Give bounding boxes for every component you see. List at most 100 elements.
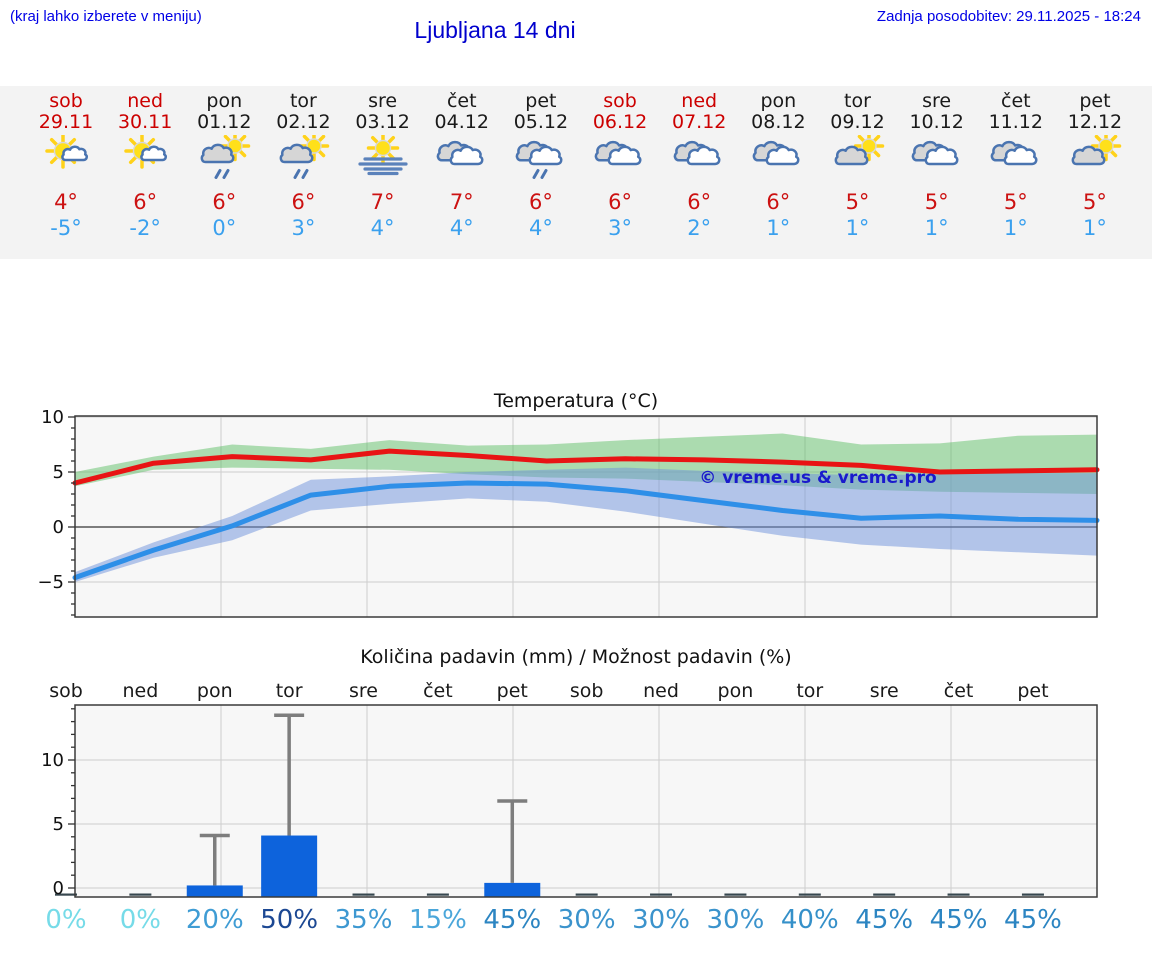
cloud-sun-icon	[818, 135, 898, 185]
temp-ytick-label: −5	[37, 572, 64, 593]
forecast-day-02.12: tor 02.12 6° 3°	[263, 86, 343, 240]
precip-zero-mark	[724, 893, 747, 896]
day-name: sob	[603, 90, 637, 112]
forecast-day-06.12: sob 06.12 6° 3°	[580, 86, 660, 240]
precip-zero-mark	[575, 893, 598, 896]
sun-cloud-rain-icon	[184, 135, 264, 185]
day-name: sob	[49, 90, 83, 112]
day-max-temp: 6°	[687, 190, 712, 214]
copyright-watermark: © vreme.us & vreme.pro	[699, 468, 937, 488]
day-date: 12.12	[1067, 111, 1123, 133]
forecast-day-09.12: tor 09.12 5° 1°	[818, 86, 898, 240]
day-name: sre	[922, 90, 952, 112]
day-date: 07.12	[671, 111, 727, 133]
max-temp-line	[72, 448, 1100, 486]
day-name: čet	[1001, 90, 1031, 112]
day-date: 11.12	[988, 111, 1043, 133]
day-max-temp: 6°	[212, 190, 237, 214]
sun-cloud-rain-icon	[263, 135, 343, 185]
forecast-day-11.12: čet 11.12 5° 1°	[976, 86, 1056, 240]
precip-probability-label: 40%	[781, 905, 839, 935]
forecast-day-07.12: ned 07.12 6° 2°	[659, 86, 739, 240]
day-min-temp: 1°	[845, 216, 870, 240]
day-max-temp: 6°	[528, 190, 553, 214]
forecast-strip: sob 29.11 4° -5° ned 30.11 6° -2° pon 01.12 6° 0° to…	[0, 86, 1152, 259]
precip-ytick-label: 10	[41, 750, 64, 771]
sun-fog-icon	[343, 135, 423, 185]
temperature-chart-title: Temperatura (°C)	[493, 390, 659, 412]
day-date: 30.11	[117, 111, 173, 133]
precip-day-label: sre	[349, 680, 378, 702]
temp-ytick-label: 0	[53, 517, 64, 538]
day-max-temp: 5°	[924, 190, 949, 214]
day-max-temp: 6°	[291, 190, 316, 214]
precip-zero-mark	[129, 893, 152, 896]
sun-cloud-icon	[105, 135, 185, 185]
precip-day-label: pet	[1017, 680, 1048, 702]
day-date: 01.12	[197, 111, 252, 133]
precip-day-label: tor	[276, 680, 303, 702]
precip-day-label: pon	[718, 680, 754, 702]
forecast-day-12.12: pet 12.12 5° 1°	[1055, 86, 1135, 240]
precip-day-label: tor	[796, 680, 823, 702]
precip-probability-label: 45%	[855, 905, 913, 935]
precip-day-label: sob	[49, 680, 83, 702]
day-date: 04.12	[434, 111, 489, 133]
day-date: 06.12	[592, 111, 648, 133]
day-min-temp: 1°	[1003, 216, 1028, 240]
precip-zero-mark	[798, 893, 821, 896]
precip-probability-label: 30%	[632, 905, 690, 935]
day-date: 08.12	[751, 111, 806, 133]
day-name: tor	[844, 90, 871, 112]
day-name: pon	[760, 90, 797, 112]
day-min-temp: 2°	[687, 216, 712, 240]
precip-zero-mark	[947, 893, 970, 896]
precip-probability-label: 45%	[483, 905, 541, 935]
precip-probability-label: 35%	[335, 905, 393, 935]
day-min-temp: 4°	[449, 216, 474, 240]
precip-probability-label: 45%	[930, 905, 988, 935]
temp-ytick-label: 10	[41, 407, 64, 428]
day-date: 10.12	[909, 111, 964, 133]
precip-zero-mark	[873, 893, 896, 896]
precip-probability-label: 30%	[558, 905, 616, 935]
cloudy-icon	[659, 135, 739, 185]
day-min-temp: 3°	[608, 216, 632, 240]
day-max-temp: 5°	[1003, 190, 1028, 214]
day-date: 05.12	[513, 111, 569, 133]
menu-hint-text: (kraj lahko izberete v meniju)	[10, 8, 202, 25]
precipitation-chart-title: Količina padavin (mm) / Možnost padavin …	[360, 646, 792, 668]
precip-probability-label: 15%	[409, 905, 467, 935]
day-min-temp: 1°	[924, 216, 949, 240]
precipitation-chart: sob ned pon tor sre čet pet sob ned pon tor sre čet p…	[41, 680, 1098, 935]
day-date: 29.11	[38, 111, 94, 133]
precip-bar	[484, 882, 541, 897]
day-name: tor	[289, 90, 317, 112]
day-min-temp: 0°	[212, 216, 237, 240]
day-max-temp: 5°	[1083, 190, 1107, 214]
cloudy-icon	[897, 135, 977, 185]
day-min-temp: 1°	[1083, 216, 1107, 240]
day-min-temp: -5°	[50, 216, 82, 240]
cloudy-icon	[580, 135, 660, 185]
forecast-day-30.11: ned 30.11 6° -2°	[105, 86, 185, 240]
precip-ytick-label: 0	[53, 878, 64, 899]
day-max-temp: 6°	[766, 190, 791, 214]
cloudy-icon	[738, 135, 818, 185]
forecast-day-08.12: pon 08.12 6° 1°	[738, 86, 818, 240]
precip-ytick-label: 5	[53, 814, 64, 835]
sun-cloud-icon	[26, 135, 106, 185]
precip-day-label: čet	[423, 680, 453, 702]
precip-day-label: ned	[122, 680, 158, 702]
forecast-day-05.12: pet 05.12 6° 4°	[501, 86, 581, 240]
cloudy-rain-icon	[501, 135, 581, 185]
temp-ytick-label: 5	[53, 462, 64, 483]
precip-probability-label: 30%	[707, 905, 765, 935]
day-min-temp: 4°	[528, 216, 553, 240]
precip-bar	[261, 835, 318, 897]
day-max-temp: 6°	[133, 190, 158, 214]
precip-day-label: ned	[643, 680, 679, 702]
precip-zero-mark	[1021, 893, 1044, 896]
precip-zero-mark	[650, 893, 673, 896]
precip-probability-label: 50%	[260, 905, 318, 935]
